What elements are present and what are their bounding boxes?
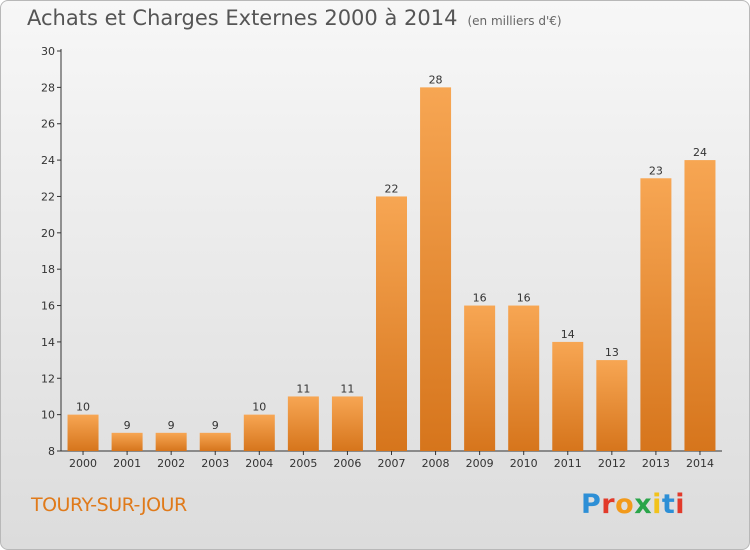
- x-tick-label-2009: 2009: [466, 457, 494, 470]
- y-tick-label: 20: [41, 227, 55, 240]
- data-label-2009: 16: [473, 292, 487, 305]
- data-label-2002: 9: [168, 419, 175, 432]
- bar-2006: [331, 396, 363, 451]
- logo-letter: r: [601, 489, 616, 520]
- x-tick-label-2010: 2010: [510, 457, 538, 470]
- y-tick-label: 26: [41, 118, 55, 131]
- y-tick-label: 28: [41, 81, 55, 94]
- x-tick-label-2005: 2005: [289, 457, 317, 470]
- y-tick-label: 24: [41, 154, 55, 167]
- data-label-2004: 10: [252, 401, 266, 414]
- data-label-2007: 22: [385, 182, 399, 195]
- bar-2009: [464, 305, 496, 451]
- x-tick-label-2000: 2000: [69, 457, 97, 470]
- data-label-2014: 24: [693, 146, 707, 159]
- bar-2014: [684, 160, 716, 451]
- bar-2008: [420, 87, 452, 451]
- y-tick-label: 10: [41, 409, 55, 422]
- data-label-2008: 28: [429, 73, 443, 86]
- x-tick-label-2002: 2002: [157, 457, 185, 470]
- bar-2001: [111, 432, 143, 451]
- bar-2004: [243, 414, 275, 451]
- bar-2010: [508, 305, 540, 451]
- y-tick-label: 8: [48, 445, 55, 458]
- bar-2012: [596, 360, 628, 451]
- proxiti-logo[interactable]: Proxiti: [581, 489, 685, 520]
- bar-2002: [155, 432, 187, 451]
- y-tick-label: 30: [41, 45, 55, 58]
- chart-title-block: Achats et Charges Externes 2000 à 2014 (e…: [27, 6, 562, 30]
- x-tick-label-2004: 2004: [245, 457, 273, 470]
- bar-2011: [552, 341, 584, 451]
- bar-2000: [67, 414, 99, 451]
- data-label-2000: 10: [76, 401, 90, 414]
- x-tick-label-2013: 2013: [642, 457, 670, 470]
- bar-2007: [376, 196, 407, 451]
- x-tick-label-2006: 2006: [333, 457, 361, 470]
- chart-subtitle: (en milliers d'€): [467, 14, 562, 28]
- data-label-2006: 11: [340, 382, 354, 395]
- x-tick-label-2003: 2003: [201, 457, 229, 470]
- chart-title: Achats et Charges Externes 2000 à 2014: [27, 6, 458, 30]
- data-label-2005: 11: [296, 382, 310, 395]
- logo-letter: x: [634, 489, 653, 520]
- bar-2005: [287, 396, 319, 451]
- x-tick-label-2001: 2001: [113, 457, 141, 470]
- logo-letter: i: [652, 489, 662, 520]
- data-label-2001: 9: [124, 419, 131, 432]
- x-tick-label-2012: 2012: [598, 457, 626, 470]
- bar-2003: [199, 432, 231, 451]
- x-tick-label-2007: 2007: [378, 457, 406, 470]
- data-label-2003: 9: [212, 419, 219, 432]
- logo-letter: P: [581, 489, 602, 520]
- data-label-2013: 23: [649, 164, 663, 177]
- y-tick-label: 16: [41, 300, 55, 313]
- x-tick-label-2011: 2011: [554, 457, 582, 470]
- bar-2013: [640, 178, 672, 452]
- town-name: TOURY-SUR-JOUR: [31, 494, 187, 516]
- y-tick-label: 18: [41, 263, 55, 276]
- logo-letter: i: [675, 489, 686, 520]
- data-label-2012: 13: [605, 346, 619, 359]
- data-label-2010: 16: [517, 292, 531, 305]
- y-tick-label: 22: [41, 190, 55, 203]
- logo-letter: t: [661, 489, 676, 520]
- x-tick-label-2014: 2014: [686, 457, 714, 470]
- y-tick-label: 12: [41, 372, 55, 385]
- data-label-2011: 14: [561, 328, 575, 341]
- logo-letter: o: [615, 489, 635, 520]
- x-tick-label-2008: 2008: [422, 457, 450, 470]
- y-tick-label: 14: [41, 336, 55, 349]
